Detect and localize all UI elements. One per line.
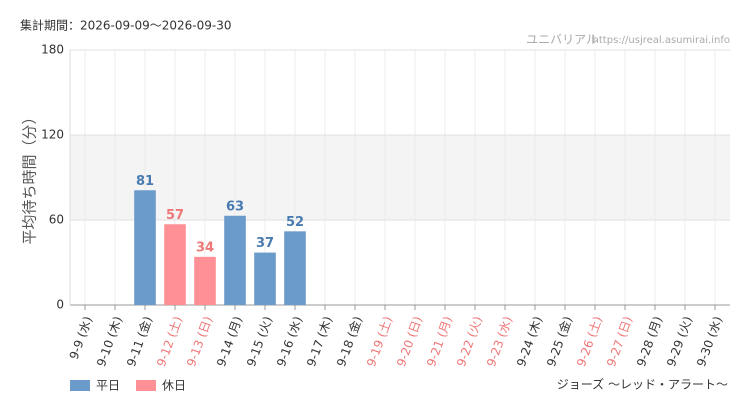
x-tick-label: 9-29 (火) — [664, 314, 695, 368]
x-tick-label: 9-10 (木) — [94, 314, 125, 368]
source: ユニバリアル — [526, 33, 598, 47]
x-tick-label: 9-22 (火) — [454, 314, 485, 368]
x-tick-label: 9-9 (水) — [67, 314, 95, 361]
bar — [224, 215, 246, 305]
chart-title: 集計期間：2026-09-09〜2026-09-30 — [20, 18, 231, 33]
x-tick-label: 9-20 (日) — [394, 314, 425, 368]
bar — [254, 252, 276, 305]
x-tick-label: 9-23 (水) — [484, 314, 515, 368]
y-tick-label: 60 — [49, 213, 64, 227]
y-tick-label: 180 — [41, 43, 64, 57]
legend-label: 平日 — [96, 379, 120, 393]
shaded-band — [70, 135, 730, 220]
x-tick-label: 9-24 (木) — [514, 314, 545, 368]
value-label: 34 — [196, 240, 214, 255]
x-tick-label: 9-19 (土) — [364, 314, 395, 368]
y-tick-label: 0 — [56, 298, 64, 312]
x-tick-label: 9-30 (水) — [694, 314, 725, 368]
legend-swatch — [70, 380, 90, 391]
legend-label: 休日 — [162, 379, 186, 393]
bar — [134, 190, 156, 305]
x-tick-label: 9-15 (火) — [244, 314, 275, 368]
url: https://usjreal.asumirai.info — [593, 35, 730, 46]
x-tick-label: 9-11 (金) — [123, 314, 155, 368]
y-axis-label: 平均待ち時間（分） — [21, 109, 39, 244]
x-tick-label: 9-14 (月) — [214, 314, 245, 368]
legend-swatch — [136, 380, 156, 391]
bar — [164, 224, 186, 305]
y-tick-label: 120 — [41, 128, 64, 142]
x-tick-label: 9-21 (月) — [424, 314, 455, 368]
x-tick-label: 9-18 (金) — [333, 314, 365, 368]
x-tick-label: 9-17 (木) — [304, 314, 335, 368]
x-tick-label: 9-16 (水) — [274, 314, 305, 368]
x-tick-label: 9-12 (土) — [154, 314, 185, 368]
value-label: 81 — [136, 174, 154, 189]
bar — [284, 231, 306, 305]
x-tick-label: 9-25 (金) — [543, 314, 575, 368]
x-tick-label: 9-26 (土) — [574, 314, 605, 368]
value-label: 57 — [166, 208, 184, 223]
x-tick-label: 9-28 (月) — [634, 314, 665, 368]
bar — [194, 256, 216, 305]
x-tick-label: 9-13 (日) — [184, 314, 215, 368]
value-label: 52 — [286, 215, 304, 230]
value-label: 37 — [256, 236, 274, 251]
caption: ジョーズ 〜レッド・アラート〜 — [557, 377, 728, 392]
x-tick-label: 9-27 (日) — [604, 314, 635, 368]
value-label: 63 — [226, 199, 244, 214]
